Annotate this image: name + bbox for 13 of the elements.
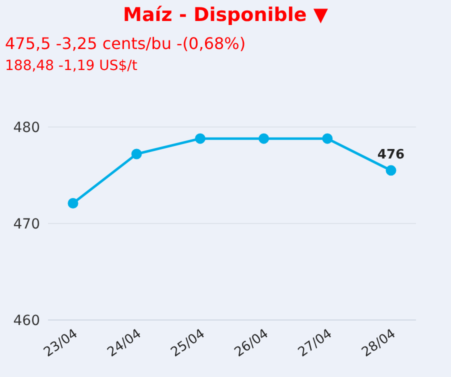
y-tick-label: 480 xyxy=(13,120,40,136)
point xyxy=(194,133,206,144)
point xyxy=(131,148,142,160)
text: 188,48 -1,19 US$/t xyxy=(5,58,138,74)
y-tick-label: 470 xyxy=(13,216,40,232)
point xyxy=(386,165,396,176)
point xyxy=(258,133,270,144)
chart-subtitle: 475,5 -3,25 cents/bu -(0,68%) xyxy=(5,34,246,53)
data-label: 476 xyxy=(377,147,405,162)
chart-title: Maíz - Disponible ▼ xyxy=(122,4,329,26)
y-tick-label: 460 xyxy=(13,312,40,329)
point xyxy=(322,133,333,144)
point xyxy=(68,198,78,208)
